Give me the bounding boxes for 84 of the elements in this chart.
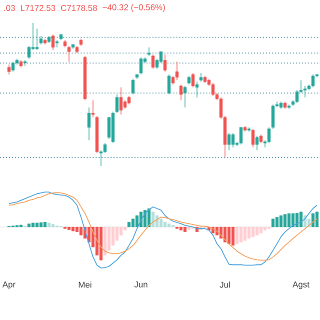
bar: [227, 226, 231, 244]
bar: [299, 212, 303, 228]
bar: [47, 222, 51, 228]
bar: [151, 212, 155, 228]
bar: [295, 212, 299, 228]
bar: [79, 226, 83, 236]
bar: [163, 222, 167, 228]
candlestick: [11, 61, 15, 72]
bar: [231, 226, 235, 246]
candlestick: [55, 40, 59, 48]
bar: [19, 224, 23, 228]
candlestick: [311, 74, 315, 88]
bar: [127, 222, 131, 228]
candlestick: [151, 54, 155, 70]
bar: [271, 218, 275, 228]
bar: [71, 226, 75, 232]
bar: [99, 226, 103, 260]
candlestick: [163, 54, 167, 72]
text: C7178.58: [61, 5, 97, 11]
candlestick: [195, 81, 199, 98]
bar: [263, 226, 267, 230]
bar: [223, 226, 227, 242]
bar: [35, 222, 39, 228]
bar: [103, 226, 107, 256]
x-tick-label: Apr: [2, 282, 16, 290]
candlestick: [147, 46, 151, 56]
candlestick: [175, 61, 179, 81]
text: −40.32 (−0.56%): [102, 4, 165, 12]
candlestick: [255, 136, 259, 151]
bar: [287, 213, 291, 228]
bar: [255, 226, 259, 236]
bar: [259, 226, 263, 234]
candlestick: [51, 34, 55, 51]
text: L7172.53: [20, 5, 56, 11]
bar: [291, 213, 295, 228]
bar: [239, 226, 243, 242]
bar: [283, 214, 287, 228]
x-tick-label: Jul: [220, 282, 230, 288]
candlestick: [211, 82, 215, 96]
bar: [315, 212, 319, 228]
candlestick: [35, 28, 39, 51]
bar: [219, 226, 223, 239]
bar: [311, 213, 315, 228]
x-tick-label: Mei: [78, 282, 92, 288]
candlestick: [139, 56, 143, 75]
text: .03: [4, 5, 15, 11]
candlestick: [239, 127, 243, 145]
bar: [247, 226, 251, 239]
candlestick: [23, 60, 27, 66]
x-tick-label: Agst: [292, 282, 310, 290]
bar: [279, 215, 283, 228]
bar: [27, 224, 31, 228]
bar: [167, 224, 171, 228]
candlestick: [231, 132, 235, 148]
bar: [43, 222, 47, 228]
candlestick: [227, 132, 231, 151]
bar: [67, 226, 71, 230]
bar: [51, 224, 55, 228]
bar: [143, 210, 147, 228]
candlestick: [119, 87, 123, 115]
bar: [135, 215, 139, 228]
candlestick: [107, 117, 111, 140]
bar: [183, 226, 187, 232]
candlestick: [191, 72, 195, 88]
bar: [159, 218, 163, 228]
bar: [187, 226, 191, 230]
candlestick: [183, 86, 187, 108]
bar: [179, 226, 183, 230]
bar: [75, 226, 79, 232]
candlestick: [7, 64, 11, 75]
bar: [275, 217, 279, 228]
candlestick: [87, 107, 91, 141]
bar: [131, 218, 135, 228]
candlestick: [167, 74, 171, 95]
x-tick-label: Jun: [134, 282, 148, 288]
bar: [251, 226, 255, 237]
candlestick: [179, 84, 183, 101]
bar: [235, 226, 239, 244]
bar: [39, 222, 43, 228]
bar: [31, 222, 35, 228]
candlestick: [131, 78, 135, 95]
candlestick: [251, 128, 255, 148]
bar: [243, 226, 247, 241]
bar: [155, 215, 159, 228]
